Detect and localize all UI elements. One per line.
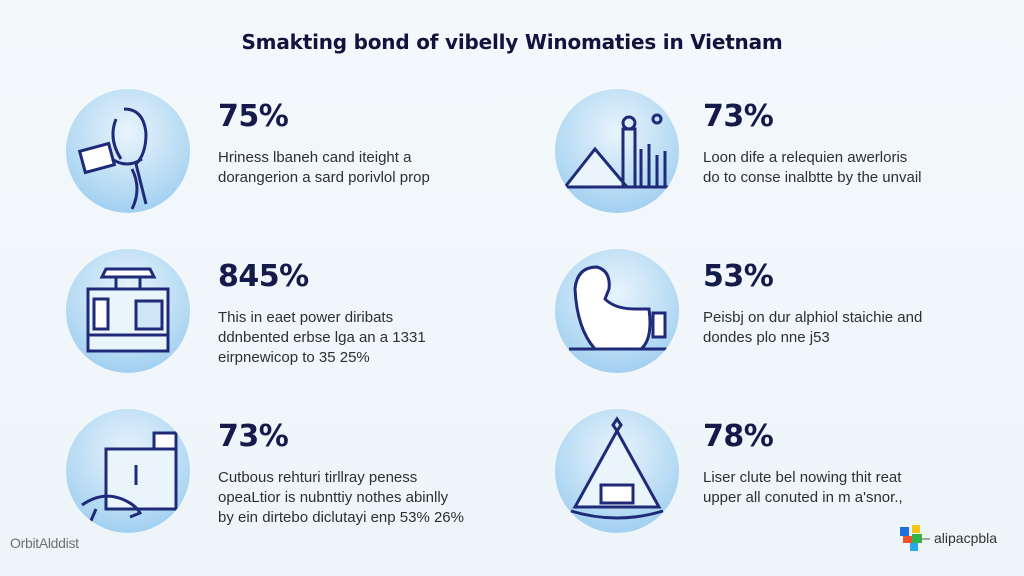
stat-block-1: 75% Hriness lbaneh cand iteight a dorang… — [218, 100, 508, 188]
desc-line: Liser clute bel nowing thit reat — [703, 469, 902, 486]
desc-line: dondes plo nne j53 — [703, 329, 830, 346]
brand-logo-icon — [900, 525, 930, 551]
building-window-icon — [66, 249, 190, 373]
desc-line: Cutbous rehturi tirllray peness — [218, 469, 418, 486]
stat-block-2: 73% Loon dife a relequien awerloris do t… — [703, 100, 993, 188]
footer-brand-left: OrbitAlddist — [10, 535, 79, 551]
pyramid-icon — [555, 409, 679, 533]
desc-line: by ein dirtebo diclutayi enp 53% 26% — [218, 509, 464, 526]
desc-line: dorangerion a sard porivlol prop — [218, 169, 430, 186]
brand-name: alipacpbla — [934, 530, 998, 546]
stat-block-5: 73% Cutbous rehturi tirllray peness opea… — [218, 420, 508, 528]
desc-line: Loon dife a relequien awerloris — [703, 149, 908, 166]
stat-description: Loon dife a relequien awerloris do to co… — [703, 148, 993, 188]
dog-desk-icon — [66, 409, 190, 533]
stat-block-4: 53% Peisbj on dur alphiol staichie and d… — [703, 260, 993, 348]
stat-percent: 75% — [218, 99, 289, 134]
stat-percent: 78% — [703, 419, 774, 454]
desc-line: opeaLtior is nubnttiy nothes abinlly — [218, 489, 449, 506]
stat-description: This in eaet power diribats ddnbented er… — [218, 308, 508, 368]
stat-block-6: 78% Liser clute bel nowing thit reat upp… — [703, 420, 993, 508]
stat-percent: 73% — [703, 99, 774, 134]
stat-percent: 73% — [218, 419, 289, 454]
desc-line: eirpnewicop to 35 25% — [218, 349, 370, 366]
stat-description: Peisbj on dur alphiol staichie and donde… — [703, 308, 993, 348]
desc-line: do to conse inalbtte by the unvail — [703, 169, 922, 186]
desc-line: upper all conuted in m a'snor., — [703, 489, 903, 506]
desc-line: Hriness lbaneh cand iteight a — [218, 149, 412, 166]
person-sitting-icon — [555, 249, 679, 373]
stat-description: Liser clute bel nowing thit reat upper a… — [703, 468, 993, 508]
stat-percent: 845% — [218, 259, 309, 294]
desc-line: Peisbj on dur alphiol staichie and — [703, 309, 923, 326]
stat-percent: 53% — [703, 259, 774, 294]
desc-line: This in eaet power diribats — [218, 309, 394, 326]
desc-line: ddnbented erbse lga an a 1331 — [218, 329, 426, 346]
mountain-city-icon — [555, 89, 679, 213]
stat-description: Hriness lbaneh cand iteight a dorangerio… — [218, 148, 508, 188]
stat-description: Cutbous rehturi tirllray peness opeaLtio… — [218, 468, 508, 528]
footer-brand-right: alipacpbla — [900, 525, 997, 551]
page-title: Smakting bond of vibelly Winomaties in V… — [241, 30, 783, 54]
stat-block-3: 845% This in eaet power diribats ddnbent… — [218, 260, 508, 368]
person-reading-icon — [66, 89, 190, 213]
